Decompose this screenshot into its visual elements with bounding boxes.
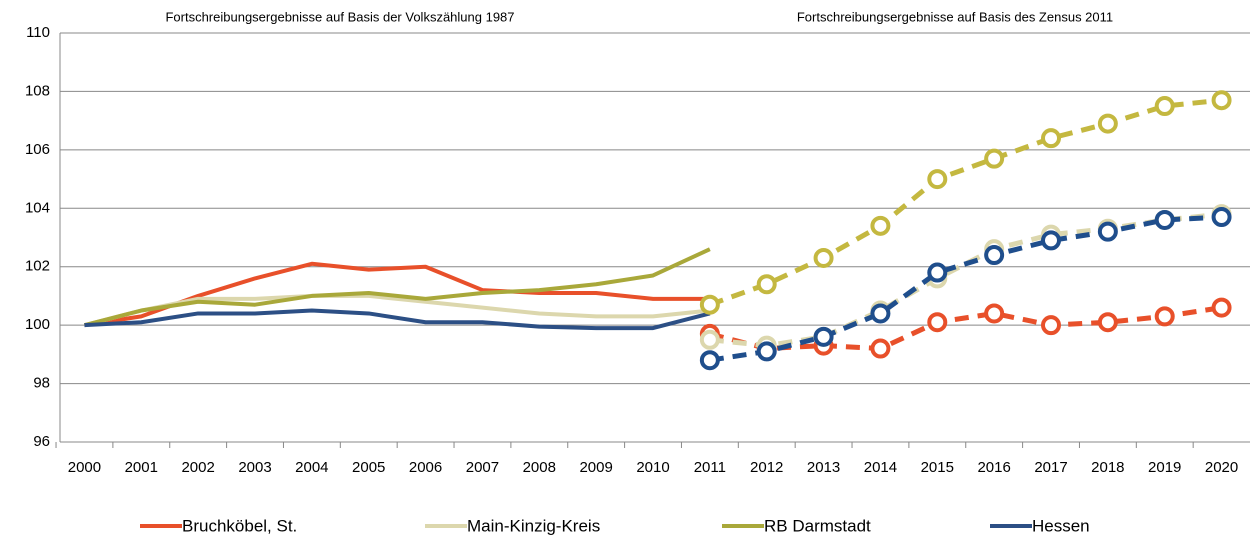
marker bbox=[813, 326, 834, 347]
series-line bbox=[709, 214, 1222, 363]
marker bbox=[870, 338, 891, 359]
x-tick-label: 2006 bbox=[409, 459, 442, 476]
x-tick-label: 2010 bbox=[636, 459, 669, 476]
marker bbox=[1211, 207, 1232, 228]
marker bbox=[1041, 128, 1061, 149]
x-tick-label: 2003 bbox=[238, 459, 271, 476]
series-line bbox=[83, 293, 711, 328]
x-tick-label: 2012 bbox=[750, 459, 783, 476]
marker bbox=[1041, 230, 1061, 251]
legend-label: Main-Kinzig-Kreis bbox=[467, 516, 600, 535]
y-tick-label: 96 bbox=[33, 433, 50, 450]
x-tick-label: 2017 bbox=[1034, 459, 1067, 476]
x-tick-label: 2014 bbox=[864, 459, 897, 476]
marker bbox=[927, 262, 948, 283]
marker bbox=[984, 303, 1005, 324]
x-tick-label: 2016 bbox=[977, 459, 1010, 476]
y-tick-label: 104 bbox=[25, 199, 50, 216]
x-tick-label: 2015 bbox=[921, 459, 954, 476]
marker bbox=[699, 329, 720, 350]
x-tick-label: 2000 bbox=[68, 459, 101, 476]
marker bbox=[870, 215, 891, 236]
marker bbox=[927, 312, 948, 333]
x-tick-label: 2011 bbox=[694, 459, 726, 476]
marker bbox=[1211, 297, 1232, 318]
chart-title: Fortschreibungsergebnisse auf Basis des … bbox=[797, 9, 1113, 24]
y-tick-label: 108 bbox=[25, 82, 50, 99]
marker bbox=[699, 350, 720, 371]
marker bbox=[1097, 312, 1118, 333]
marker bbox=[1154, 306, 1175, 327]
x-tick-label: 2019 bbox=[1148, 459, 1181, 476]
series-line bbox=[709, 211, 1222, 349]
legend-label: Bruchköbel, St. bbox=[182, 516, 297, 535]
marker bbox=[1097, 221, 1118, 242]
marker bbox=[756, 274, 777, 295]
x-tick-label: 2008 bbox=[523, 459, 556, 476]
y-tick-label: 102 bbox=[25, 258, 50, 275]
chart-title: Fortschreibungsergebnisse auf Basis der … bbox=[165, 9, 514, 24]
marker bbox=[984, 245, 1005, 266]
legend-label: RB Darmstadt bbox=[764, 516, 871, 535]
x-tick-label: 2009 bbox=[579, 459, 612, 476]
marker bbox=[1211, 90, 1232, 111]
marker bbox=[870, 303, 891, 324]
marker bbox=[984, 148, 1005, 169]
series-line bbox=[83, 247, 711, 328]
marker bbox=[756, 341, 777, 362]
marker bbox=[813, 247, 834, 268]
x-tick-label: 2002 bbox=[181, 459, 214, 476]
x-tick-label: 2020 bbox=[1205, 459, 1238, 476]
series-line bbox=[709, 305, 1222, 352]
marker bbox=[1154, 96, 1175, 117]
marker bbox=[699, 294, 720, 315]
marker bbox=[1154, 209, 1175, 230]
x-tick-label: 2013 bbox=[807, 459, 840, 476]
x-tick-label: 2004 bbox=[295, 459, 328, 476]
marker bbox=[1041, 315, 1061, 336]
y-tick-label: 110 bbox=[26, 24, 50, 41]
series-line bbox=[84, 308, 711, 331]
legend-label: Hessen bbox=[1032, 516, 1090, 535]
y-tick-label: 98 bbox=[33, 375, 50, 392]
x-tick-label: 2018 bbox=[1091, 459, 1124, 476]
x-tick-label: 2007 bbox=[466, 459, 499, 476]
series-line bbox=[709, 97, 1222, 308]
marker bbox=[1097, 113, 1118, 134]
y-tick-label: 100 bbox=[25, 316, 50, 333]
y-tick-label: 106 bbox=[25, 141, 50, 158]
x-tick-label: 2001 bbox=[125, 459, 158, 476]
x-tick-label: 2005 bbox=[352, 459, 385, 476]
marker bbox=[927, 169, 948, 190]
